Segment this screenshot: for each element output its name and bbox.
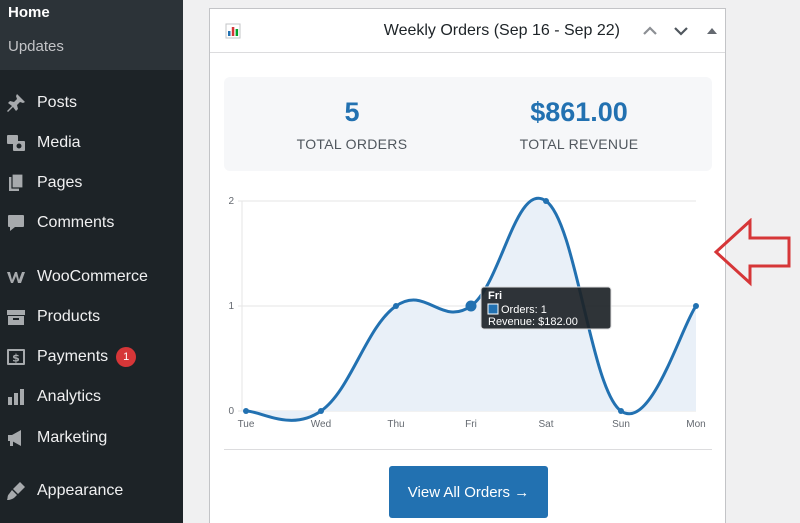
tooltip-swatch bbox=[487, 303, 499, 315]
y-tick-label: 0 bbox=[228, 406, 234, 417]
media-icon bbox=[6, 133, 26, 153]
tooltip-box bbox=[480, 286, 612, 330]
x-tick-label: Thu bbox=[387, 419, 404, 430]
chevron-up-icon bbox=[643, 26, 657, 35]
pages-icon bbox=[6, 173, 26, 193]
data-point bbox=[465, 300, 477, 312]
sidebar-item-label: Products bbox=[37, 308, 101, 325]
total-revenue-value: $861.00 bbox=[530, 97, 628, 127]
x-tick-label: Tue bbox=[238, 419, 255, 430]
analytics-icon bbox=[6, 387, 26, 407]
x-tick-label: Sat bbox=[538, 419, 553, 430]
widget-header: Weekly Orders (Sep 16 - Sep 22) bbox=[210, 9, 725, 53]
sidebar-item-label: WooCommerce bbox=[37, 268, 148, 285]
sidebar-item-products[interactable]: Products bbox=[0, 300, 183, 334]
payments-icon: $ bbox=[6, 347, 26, 367]
woocommerce-icon bbox=[6, 267, 26, 287]
stats-summary: 5 TOTAL ORDERS $861.00 TOTAL REVENUE bbox=[224, 77, 712, 171]
sidebar-item-posts[interactable]: Posts bbox=[0, 86, 183, 120]
sidebar-item-pages[interactable]: Pages bbox=[0, 166, 183, 200]
products-icon bbox=[6, 307, 26, 327]
comments-icon bbox=[6, 213, 26, 233]
sidebar-item-label: Pages bbox=[37, 174, 83, 191]
tooltip-title: Fri bbox=[488, 290, 502, 302]
y-tick-label: 1 bbox=[228, 301, 234, 312]
sidebar-item-label: Media bbox=[37, 134, 81, 151]
payments-count-badge: 1 bbox=[116, 347, 137, 367]
pin-icon bbox=[6, 93, 26, 113]
sidebar-item-appearance[interactable]: Appearance bbox=[0, 474, 183, 508]
data-point bbox=[393, 303, 399, 309]
data-point bbox=[243, 408, 249, 414]
sidebar-item-woocommerce[interactable]: WooCommerce bbox=[0, 260, 183, 294]
tooltip-orders: Orders: 1 bbox=[501, 304, 547, 316]
sidebar-item-label: Comments bbox=[37, 214, 115, 231]
total-revenue-label: TOTAL REVENUE bbox=[519, 136, 639, 152]
move-up-button[interactable] bbox=[640, 21, 660, 41]
data-point bbox=[618, 408, 624, 414]
chevron-down-icon bbox=[674, 27, 688, 36]
brush-icon bbox=[6, 481, 26, 501]
move-down-button[interactable] bbox=[671, 21, 691, 41]
data-point bbox=[693, 303, 699, 309]
weekly-orders-widget: Weekly Orders (Sep 16 - Sep 22) 5 TOTAL … bbox=[209, 8, 726, 523]
total-orders-label: TOTAL ORDERS bbox=[296, 136, 408, 152]
sidebar-item-label: Analytics bbox=[37, 388, 102, 405]
sidebar-item-media[interactable]: Media bbox=[0, 126, 183, 160]
sidebar-item-marketing[interactable]: Marketing bbox=[0, 421, 183, 455]
x-tick-label: Sun bbox=[612, 419, 630, 430]
sidebar-item-payments[interactable]: $ Payments 1 bbox=[0, 340, 183, 374]
tooltip-revenue: Revenue: $182.00 bbox=[488, 316, 578, 328]
total-orders-value: 5 bbox=[344, 97, 360, 127]
collapse-toggle-button[interactable] bbox=[702, 21, 722, 41]
svg-text:$: $ bbox=[12, 352, 20, 365]
bar-chart-icon bbox=[225, 23, 241, 39]
submenu-home[interactable]: Home bbox=[8, 4, 50, 21]
divider bbox=[224, 449, 712, 450]
sidebar-item-analytics[interactable]: Analytics bbox=[0, 380, 183, 414]
sidebar-item-label: Marketing bbox=[37, 429, 108, 446]
x-tick-label: Wed bbox=[311, 419, 331, 430]
y-tick-label: 2 bbox=[228, 196, 234, 207]
left-arrow-icon bbox=[713, 218, 791, 287]
sidebar-item-label: Appearance bbox=[37, 482, 124, 499]
view-all-orders-button[interactable]: View All Orders → bbox=[389, 466, 548, 518]
data-point bbox=[318, 408, 324, 414]
submenu-updates[interactable]: Updates bbox=[8, 38, 64, 55]
sidebar-item-label: Payments bbox=[37, 348, 109, 365]
dashboard-submenu: Home Updates bbox=[0, 0, 183, 70]
x-tick-label: Mon bbox=[686, 419, 705, 430]
x-tick-label: Fri bbox=[465, 419, 477, 430]
admin-sidebar: Home Updates Posts Media Pages Comments … bbox=[0, 0, 183, 523]
data-point bbox=[543, 198, 549, 204]
widget-title: Weekly Orders (Sep 16 - Sep 22) bbox=[383, 22, 620, 39]
triangle-up-icon bbox=[707, 28, 717, 34]
sidebar-item-comments[interactable]: Comments bbox=[0, 206, 183, 240]
sidebar-item-label: Posts bbox=[37, 94, 78, 111]
orders-chart: 0 1 2 Tue Wed Thu Fri Sat Sun Mon Fri Orders: 1Reve… bbox=[228, 196, 705, 430]
megaphone-icon bbox=[6, 428, 26, 448]
